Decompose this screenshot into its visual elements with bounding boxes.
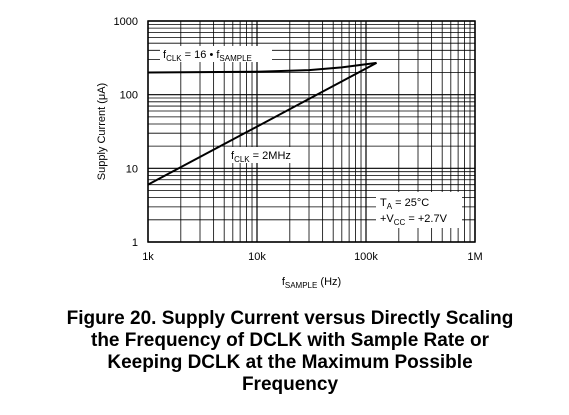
x-axis-label: fSAMPLE (Hz) <box>282 276 341 290</box>
line-series <box>147 61 377 74</box>
series-label-part: CLK <box>166 54 182 63</box>
x-axis-label-part: f <box>282 276 286 288</box>
caption-line: Figure 20. Supply Current versus Directl… <box>67 308 514 329</box>
series-label-part: f <box>231 150 235 162</box>
x-tick-label: 1k <box>142 251 154 263</box>
condition-label: +VCC = +2.7V <box>380 213 448 227</box>
condition-label: TA = 25°C <box>380 197 429 211</box>
label-bg <box>228 147 304 163</box>
series-label-part: = 2MHz <box>250 150 291 162</box>
series-label: fCLK = 16 • fSAMPLE <box>163 49 252 63</box>
y-tick-label: 1000 <box>114 16 138 28</box>
y-tick-label: 100 <box>120 90 138 102</box>
x-tick-label: 1M <box>467 251 482 263</box>
condition-label-part: +V <box>380 213 394 225</box>
x-axis-label-part: (Hz) <box>317 276 341 288</box>
label-bg <box>376 192 462 228</box>
x-tick-label: 100k <box>354 251 378 263</box>
line-series <box>147 62 378 186</box>
label-bg <box>160 46 272 62</box>
caption-line: Frequency <box>242 374 339 395</box>
condition-label-part: = +2.7V <box>405 213 447 225</box>
y-tick-label: 1 <box>132 237 138 249</box>
condition-label-part: T <box>380 197 387 209</box>
series-label-part: CLK <box>234 155 250 164</box>
condition-label-part: = 25°C <box>392 197 429 209</box>
caption-line: Keeping DCLK at the Maximum Possible <box>107 352 472 373</box>
condition-label-part: CC <box>394 218 406 227</box>
x-axis-label-part: SAMPLE <box>285 281 317 290</box>
series-label: fCLK = 2MHz <box>231 150 291 164</box>
x-tick-label: 10k <box>248 251 266 263</box>
y-tick-label: 10 <box>126 163 138 175</box>
series-label-part: SAMPLE <box>219 54 251 63</box>
y-axis-label: Supply Current (μA) <box>96 83 108 180</box>
caption-line: the Frequency of DCLK with Sample Rate o… <box>91 330 490 351</box>
condition-label-part: A <box>387 202 393 211</box>
plot-frame <box>147 20 476 243</box>
series-label-part: f <box>163 49 167 61</box>
series-label-part: = 16 • f <box>182 49 221 61</box>
